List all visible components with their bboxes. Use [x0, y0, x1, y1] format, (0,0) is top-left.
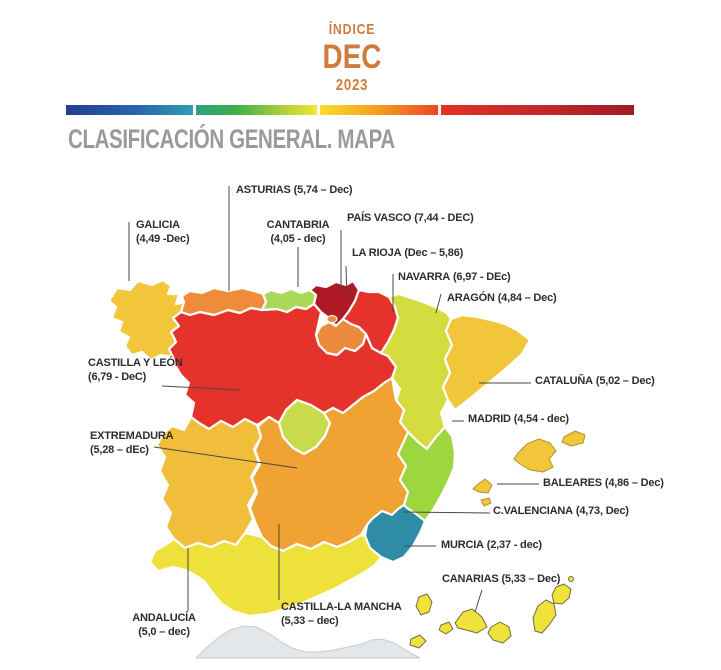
map-label-valenciana: C.VALENCIANA (4,73, Dec) [493, 505, 629, 519]
map-label-andalucia: ANDALUCÍA (5,0 – dec) [110, 612, 218, 640]
region-value: (4,54 - dec) [513, 413, 569, 425]
leader-line-aragon [435, 293, 442, 314]
region-name: CANARIAS [442, 573, 499, 585]
map-label-castilla-la-mancha: CASTILLA-LA MANCHA (5,33 – dec) [281, 601, 402, 629]
map-label-murcia: MURCIA (2,37 - dec) [441, 539, 542, 553]
map-label-baleares: BALEARES (4,86 – Dec) [543, 477, 664, 491]
spain-map [107, 278, 532, 618]
island-formentera [480, 497, 492, 507]
region-name: PAÍS VASCO [347, 212, 412, 224]
map-label-extremadura: EXTREMADURA (5,28 – dEc) [90, 430, 174, 458]
region-value: (5,33 – dec) [281, 614, 339, 627]
region-value: (4,49 -Dec) [136, 232, 190, 245]
legend-segment-blue [66, 105, 193, 115]
region-value: (2,37 - dec) [486, 539, 542, 551]
region-name: GALICIA [136, 219, 180, 231]
region-value: (4,73, Dec) [575, 505, 629, 517]
legend-segment-green [196, 105, 317, 115]
region-galicia [107, 278, 186, 362]
island-lanzarote [551, 583, 572, 605]
region-cataluna [441, 313, 532, 412]
island-la-palma [415, 593, 433, 616]
region-value: (5,02 – Dec) [595, 375, 655, 387]
title-line-year: 2023 [335, 77, 369, 94]
region-value: (4,05 - dec) [270, 232, 326, 245]
map-label-cantabria: CANTABRIA (4,05 - dec) [256, 219, 340, 247]
region-name: MADRID [468, 413, 511, 425]
leader-line-castilla-leon [161, 385, 241, 391]
leader-line-canarias [474, 589, 483, 613]
region-name: EXTREMADURA [90, 430, 174, 442]
island-mallorca [513, 438, 557, 473]
legend-gradient-bar [66, 105, 634, 115]
region-value: (7,44 - DEC) [414, 212, 474, 224]
map-label-madrid: MADRID (4,54 - dec) [468, 413, 569, 427]
leader-line-valenciana [402, 511, 491, 514]
map-label-galicia: GALICIA (4,49 -Dec) [136, 219, 190, 247]
region-name: BALEARES [543, 477, 602, 489]
map-label-la-rioja: LA RIOJA (Dec – 5,86) [352, 247, 463, 261]
region-andalucia [148, 531, 383, 618]
region-name: LA RIOJA [352, 247, 402, 259]
title-line-dec: DEC [322, 38, 382, 76]
island-la-graciosa [568, 576, 574, 582]
island-menorca [561, 430, 586, 447]
region-value: (5,0 – dec) [138, 625, 190, 638]
region-name: ANDALUCÍA [132, 612, 196, 624]
region-value: (5,28 – dEc) [90, 443, 149, 456]
leader-line-extremadura [153, 446, 298, 469]
region-valenciana [396, 425, 457, 523]
island-tenerife [454, 608, 488, 634]
legend-segment-red [441, 105, 634, 115]
region-value: (4,84 – Dec) [497, 292, 557, 304]
region-name: C.VALENCIANA [493, 505, 573, 517]
region-value: (5,33 – Dec) [501, 573, 561, 585]
region-name: MURCIA [441, 539, 484, 551]
map-label-cataluna: CATALUÑA (5,02 – Dec) [535, 375, 655, 389]
island-fuerteventura [532, 599, 557, 634]
baleares-islands [472, 430, 586, 507]
region-name: ARAGÓN [447, 292, 495, 304]
island-gran-canaria [487, 621, 512, 644]
island-ibiza [472, 478, 493, 494]
legend-segment-orange [320, 105, 438, 115]
page-heading: CLASIFICACIÓN GENERAL. MAPA [68, 124, 395, 154]
map-label-pais-vasco: PAÍS VASCO (7,44 - DEC) [347, 212, 474, 226]
island-la-gomera [438, 621, 454, 635]
map-label-navarra: NAVARRA (6,97 - DEc) [398, 271, 511, 285]
region-name: NAVARRA [398, 271, 450, 283]
region-value: (5,74 – Dec) [293, 184, 353, 196]
map-label-canarias: CANARIAS (5,33 – Dec) [442, 573, 560, 587]
region-value: (6,79 - DeC) [88, 370, 147, 383]
region-name: CASTILLA Y LEÓN [88, 357, 183, 369]
region-la-rioja [314, 317, 368, 357]
island-el-hierro [409, 634, 427, 649]
leader-lines [128, 186, 539, 613]
region-value: (6,97 - DEc) [452, 271, 511, 283]
region-trevino-enclave [326, 315, 338, 323]
map-label-asturias: ASTURIAS (5,74 – Dec) [236, 184, 353, 198]
canarias-islands [409, 576, 574, 649]
title-line-indice: ÍNDICE [328, 21, 376, 38]
region-name: CASTILLA-LA MANCHA [281, 601, 402, 613]
region-cantabria [260, 287, 318, 314]
map-label-aragon: ARAGÓN (4,84 – Dec) [447, 292, 557, 306]
region-value: (4,86 – Dec) [604, 477, 664, 489]
region-name: CANTABRIA [266, 219, 330, 231]
title-indice-dec-2023: ÍNDICE DEC 2023 [286, 22, 417, 94]
region-value: (Dec – 5,86) [404, 247, 464, 259]
region-name: ASTURIAS [236, 184, 291, 196]
africa-silhouette [194, 625, 421, 659]
leader-line-la-rioja [345, 265, 348, 299]
map-label-castilla-leon: CASTILLA Y LEÓN (6,79 - DeC) [88, 357, 183, 385]
africa-coast-shape [194, 625, 421, 659]
region-name: CATALUÑA [535, 375, 593, 387]
